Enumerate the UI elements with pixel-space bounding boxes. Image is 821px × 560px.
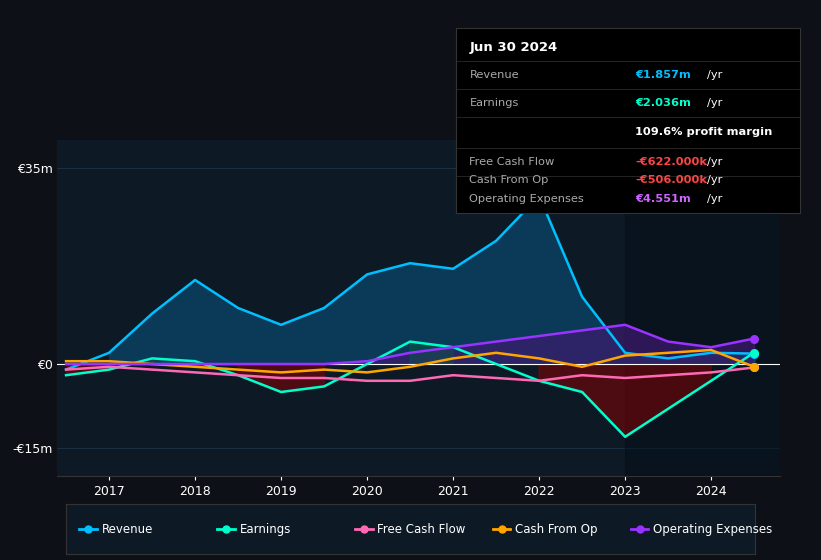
Text: Earnings: Earnings: [240, 522, 291, 536]
Text: -€622.000k: -€622.000k: [635, 157, 707, 167]
Point: [748, 363, 761, 372]
Text: Earnings: Earnings: [470, 98, 519, 108]
Text: Operating Expenses: Operating Expenses: [654, 522, 773, 536]
Text: €4.551m: €4.551m: [635, 194, 690, 204]
Text: €2.036m: €2.036m: [635, 98, 690, 108]
Point: [748, 334, 761, 343]
Point: [748, 362, 761, 371]
Text: 109.6% profit margin: 109.6% profit margin: [635, 128, 773, 137]
Point: [748, 349, 761, 358]
Text: Revenue: Revenue: [102, 522, 153, 536]
Text: Jun 30 2024: Jun 30 2024: [470, 41, 557, 54]
Text: /yr: /yr: [708, 98, 722, 108]
Text: /yr: /yr: [708, 175, 722, 185]
Text: €1.857m: €1.857m: [635, 70, 690, 80]
Text: /yr: /yr: [708, 157, 722, 167]
Text: Cash From Op: Cash From Op: [470, 175, 548, 185]
Text: /yr: /yr: [708, 70, 722, 80]
Bar: [625, 140, 780, 476]
Text: Free Cash Flow: Free Cash Flow: [470, 157, 555, 167]
Text: Free Cash Flow: Free Cash Flow: [378, 522, 466, 536]
Text: -€506.000k: -€506.000k: [635, 175, 707, 185]
Text: /yr: /yr: [708, 194, 722, 204]
Text: Operating Expenses: Operating Expenses: [470, 194, 585, 204]
Text: Revenue: Revenue: [470, 70, 519, 80]
Point: [748, 348, 761, 357]
Text: Cash From Op: Cash From Op: [516, 522, 598, 536]
